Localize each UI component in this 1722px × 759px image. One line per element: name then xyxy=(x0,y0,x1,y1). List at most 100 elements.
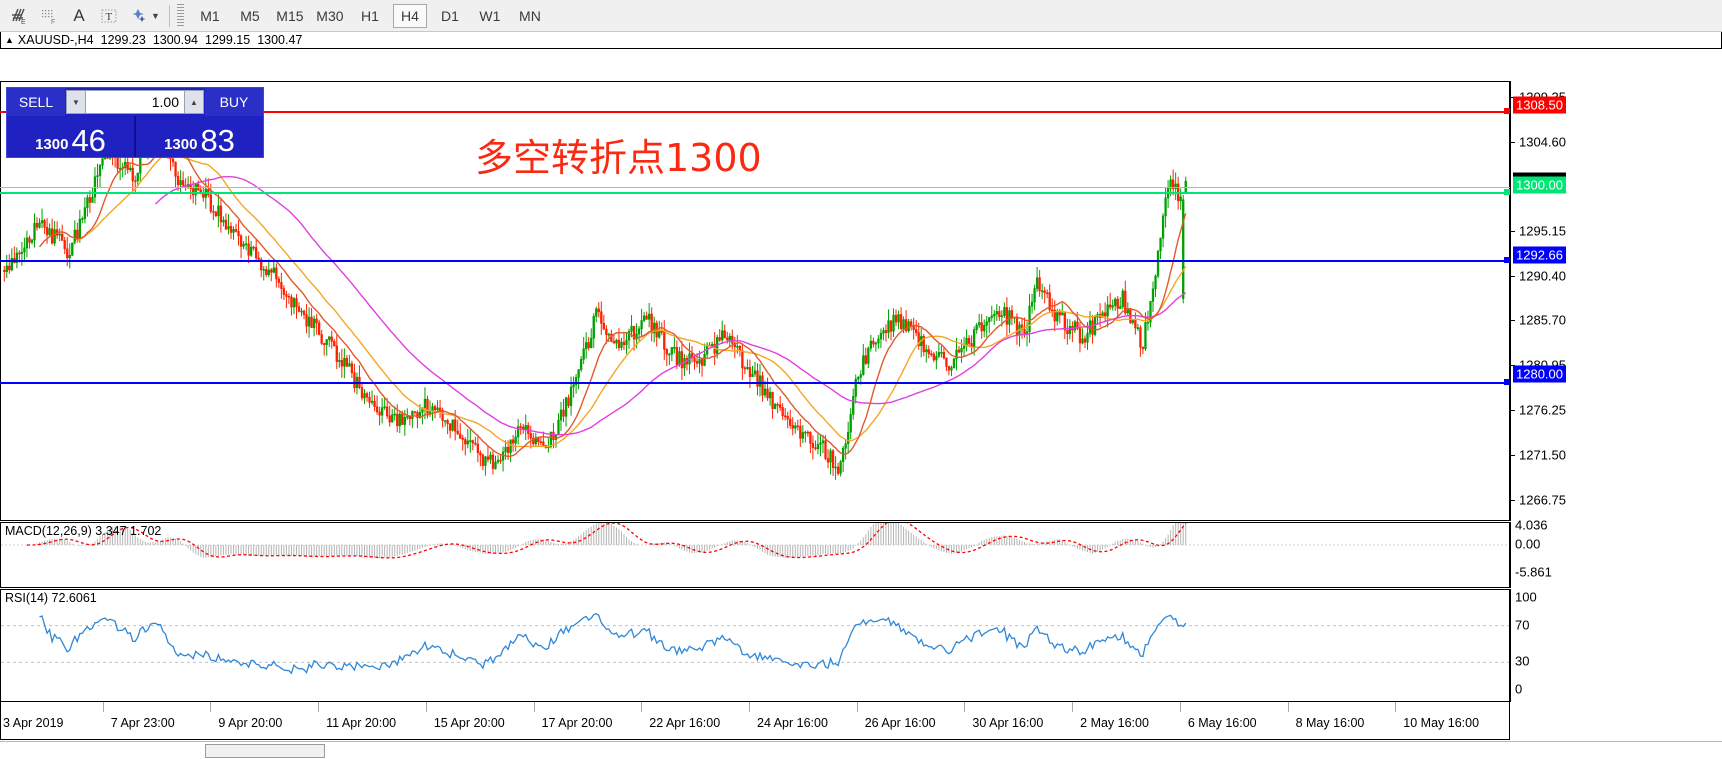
time-tick-separator xyxy=(1395,702,1397,712)
toolbar-grip-handle[interactable] xyxy=(176,3,184,28)
expert-advisor-icon[interactable]: E xyxy=(4,3,34,29)
time-tick-label: 26 Apr 16:00 xyxy=(864,716,936,730)
time-tick-separator xyxy=(210,702,212,712)
objects-icon[interactable] xyxy=(124,3,154,29)
green-line-handle[interactable] xyxy=(1504,189,1510,195)
time-tick-separator xyxy=(749,702,750,712)
sell-price-pips: 46 xyxy=(71,123,106,158)
price-tick: 1276.25 xyxy=(1519,402,1566,418)
price-tick: 1266.75 xyxy=(1519,492,1566,508)
support-tag-1[interactable]: 1292.66 xyxy=(1513,246,1566,264)
text-label-icon[interactable]: A xyxy=(73,5,85,25)
volume-input[interactable]: 1.00 xyxy=(86,90,184,114)
buy-price-pips: 83 xyxy=(200,123,235,158)
time-tick-separator xyxy=(533,702,535,712)
timeframe-h1[interactable]: H1 xyxy=(360,7,379,24)
timeframe-m5[interactable]: M5 xyxy=(240,7,260,24)
price-tick: 1271.50 xyxy=(1519,447,1566,463)
macd-tick: -5.861 xyxy=(1515,564,1552,580)
rsi-plot xyxy=(1,612,1509,675)
indicators-grid-icon[interactable]: F xyxy=(34,3,64,29)
macd-plot xyxy=(1,523,1509,559)
bid-level-tag[interactable]: 1300.00 xyxy=(1513,176,1566,194)
macd-pane[interactable]: MACD(12,26,9) 3.347 1.702 xyxy=(0,522,1510,588)
rsi-tick: 100 xyxy=(1515,589,1537,605)
blue-line-1[interactable] xyxy=(0,260,1510,262)
text-box-icon[interactable]: T xyxy=(94,3,124,29)
main-toolbar: E F A T ▼ M1 M5 M15 M30 H1 H4 D1 W1 MN xyxy=(0,0,1722,32)
price-tick: 1285.70 xyxy=(1519,312,1566,328)
buy-button[interactable]: BUY xyxy=(205,88,263,116)
rsi-pane[interactable]: RSI(14) 72.6061 xyxy=(0,589,1510,702)
price-tickmark xyxy=(1511,320,1515,322)
red-resistance-line[interactable] xyxy=(0,111,1510,113)
time-axis[interactable]: 3 Apr 2019 7 Apr 23:00 9 Apr 20:00 11 Apr 2… xyxy=(0,702,1510,740)
resistance-tag[interactable]: 1308.50 xyxy=(1513,96,1566,114)
symbol-info-bar: ▲ XAUUSD-,H4 1299.23 1300.94 1299.15 130… xyxy=(0,32,1722,49)
blue-line-1-handle[interactable] xyxy=(1504,257,1510,263)
time-tick-separator xyxy=(1287,702,1289,712)
time-tick-label: 30 Apr 16:00 xyxy=(972,716,1044,730)
blue-line-2[interactable] xyxy=(0,382,1510,384)
ohlc-open: 1299.23 xyxy=(100,33,146,47)
rsi-tick: 70 xyxy=(1515,617,1530,633)
red-line-handle[interactable] xyxy=(1504,108,1510,114)
timeframe-mn[interactable]: MN xyxy=(519,7,541,24)
timeframe-m15[interactable]: M15 xyxy=(276,7,304,24)
scrollbar-thumb[interactable] xyxy=(205,744,325,758)
green-pivot-line[interactable] xyxy=(0,192,1510,194)
time-tick-separator xyxy=(964,702,966,712)
chart-annotation-text[interactable]: 多空转折点1300 xyxy=(475,136,762,180)
price-tickmark xyxy=(1511,409,1515,411)
volume-increase-icon[interactable]: ▲ xyxy=(184,90,204,114)
macd-scale: 4.036 0.00 -5.861 xyxy=(1510,518,1722,588)
time-tick-label: 17 Apr 20:00 xyxy=(541,716,613,730)
sell-button[interactable]: SELL xyxy=(7,88,65,116)
horizontal-scrollbar[interactable] xyxy=(0,741,1722,759)
timeframe-m30[interactable]: M30 xyxy=(316,7,344,24)
symbol-name: XAUUSD-,H4 xyxy=(17,33,94,47)
time-tick-label: 2 May 16:00 xyxy=(1080,716,1149,730)
timeframe-d1[interactable]: D1 xyxy=(440,7,459,24)
macd-label: MACD(12,26,9) 3.347 1.702 xyxy=(5,524,162,538)
timeframe-m1[interactable]: M1 xyxy=(200,7,220,24)
ohlc-low: 1299.15 xyxy=(205,33,251,47)
time-tick-separator xyxy=(641,702,643,712)
timeframe-w1[interactable]: W1 xyxy=(479,7,501,24)
sell-price[interactable]: 1300 46 xyxy=(7,116,134,157)
timeframe-h4[interactable]: H4 xyxy=(392,3,427,28)
time-tick-label: 3 Apr 2019 xyxy=(3,716,64,730)
time-tick-label: 11 Apr 20:00 xyxy=(326,716,397,730)
volume-decrease-icon[interactable]: ▼ xyxy=(66,90,86,114)
svg-text:F: F xyxy=(51,19,55,26)
price-tickmark xyxy=(1511,230,1515,232)
chart-window: ▲ XAUUSD-,H4 1299.23 1300.94 1299.15 130… xyxy=(0,32,1722,759)
volume-stepper[interactable]: ▼ 1.00 ▲ xyxy=(66,90,204,114)
price-tick: 1295.15 xyxy=(1519,223,1566,239)
time-tick-separator xyxy=(1072,702,1074,712)
toolbar-separator xyxy=(168,4,170,27)
time-tick-label: 8 May 16:00 xyxy=(1295,716,1365,730)
ohlc-high: 1300.94 xyxy=(152,33,199,47)
time-tick-label: 24 Apr 16:00 xyxy=(757,716,828,730)
svg-text:T: T xyxy=(106,11,113,23)
collapse-triangle-icon[interactable]: ▲ xyxy=(5,35,14,45)
trade-panel-quotes: 1300 46 1300 83 xyxy=(7,116,263,157)
time-tick-separator xyxy=(425,702,427,712)
rsi-tick: 0 xyxy=(1515,681,1523,697)
one-click-trading-panel[interactable]: SELL ▼ 1.00 ▲ BUY 1300 46 1300 83 xyxy=(6,87,264,158)
objects-dropdown-caret-icon[interactable]: ▼ xyxy=(151,10,160,21)
price-scale[interactable]: 1309.351304.601295.151290.401285.701280.… xyxy=(1510,81,1722,521)
support-tag-2[interactable]: 1280.00 xyxy=(1513,365,1566,383)
time-tick-label: 6 May 16:00 xyxy=(1187,716,1257,730)
time-tick-separator xyxy=(102,702,104,712)
buy-price[interactable]: 1300 83 xyxy=(136,116,263,157)
price-tickmark xyxy=(1511,141,1515,143)
rsi-label: RSI(14) 72.6061 xyxy=(5,591,97,605)
sell-price-prefix: 1300 xyxy=(35,136,69,153)
time-tick-separator xyxy=(1179,702,1181,712)
blue-line-2-handle[interactable] xyxy=(1504,379,1510,385)
time-tick-label: 9 Apr 20:00 xyxy=(218,716,283,730)
gray-last-price-line xyxy=(0,187,1510,188)
time-tick-label: 10 May 16:00 xyxy=(1403,716,1480,730)
